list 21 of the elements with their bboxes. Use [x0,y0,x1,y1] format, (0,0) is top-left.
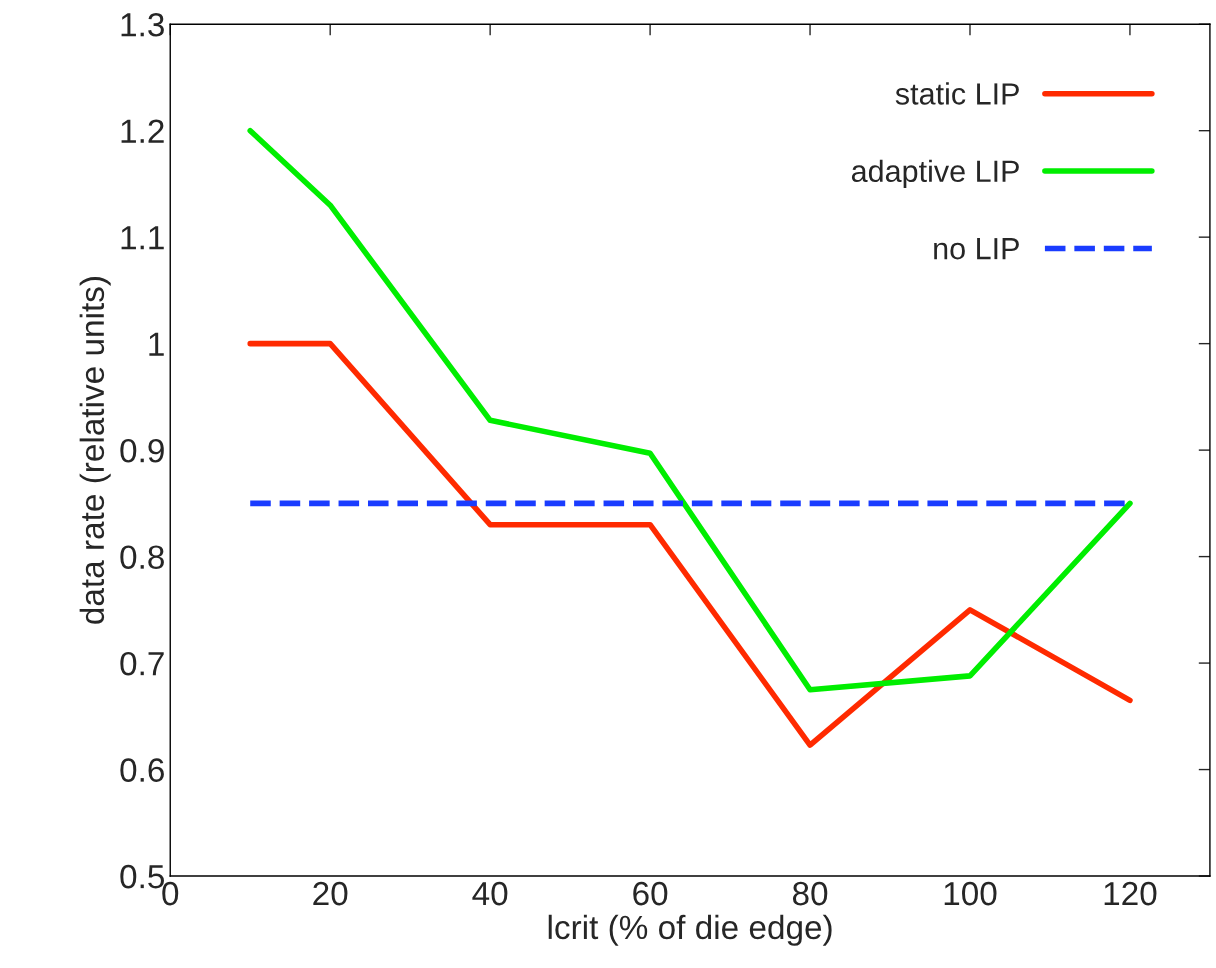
legend-label: no LIP [934,238,1019,260]
y-tick-label: 1.2 [121,119,164,143]
y-axis-title: data rate (relative units) [79,277,111,624]
x-tick-label: 100 [944,881,997,906]
legend-label: adaptive LIP [851,159,1019,189]
x-tick-label: 60 [633,881,668,906]
x-tick-label: 40 [472,881,508,906]
x-tick-label: 80 [792,881,828,906]
y-tick-label: 1.1 [121,226,164,250]
x-tick-label: 0 [162,881,179,906]
x-axis-title: lcrit (% of die edge) [548,914,832,946]
legend-label: static LIP [895,82,1019,105]
x-tick-label: 120 [1104,881,1157,906]
y-tick-label: 0.6 [120,758,164,782]
y-tick-label: 0.5 [120,864,164,889]
y-tick-label: 1.3 [121,13,164,37]
x-tick-label: 20 [313,881,348,906]
y-tick-label: 0.9 [120,438,164,463]
y-tick-label: 0.7 [120,651,164,676]
y-tick-label: 0.8 [120,545,164,570]
y-tick-label: 1 [149,332,164,356]
